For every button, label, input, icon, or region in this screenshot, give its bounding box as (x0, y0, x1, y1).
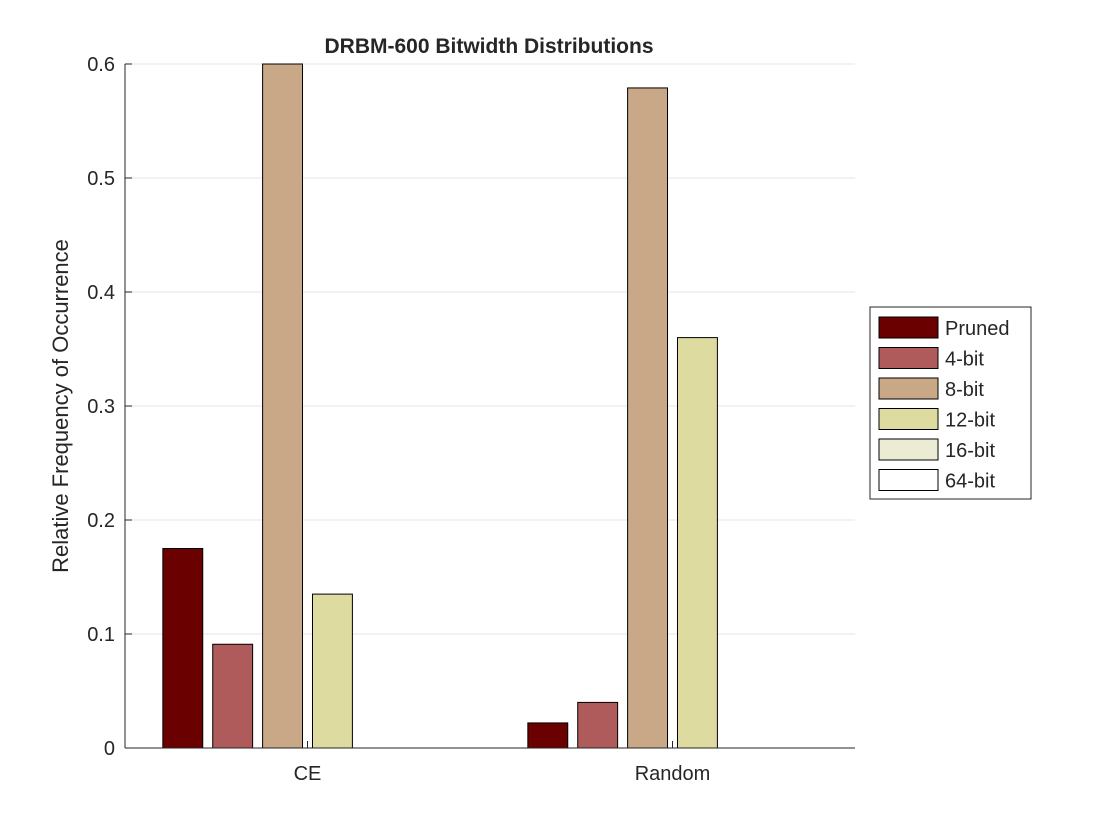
legend-swatch-64-bit (878, 469, 939, 491)
y-tick-label: 0.2 (87, 510, 115, 532)
bar-4-bit-random (577, 701, 619, 749)
bars (162, 63, 718, 749)
y-tick-label: 0.1 (87, 624, 115, 646)
legend-label: 12-bit (945, 410, 995, 432)
y-tick-label: 0.3 (87, 396, 115, 418)
axes: 0 0.1 0.2 0.3 0.4 0.5 0.6 CE Random (87, 54, 855, 785)
bar-8-bit-random (627, 87, 669, 749)
bar-pruned-random (527, 722, 569, 749)
y-axis-label: Relative Frequency of Occurrence (48, 239, 73, 573)
x-tick-label: CE (294, 763, 322, 785)
legend-label: 8-bit (945, 379, 984, 401)
chart-title: DRBM-600 Bitwidth Distributions (325, 35, 654, 58)
y-tick-label: 0.6 (87, 54, 115, 76)
bar-8-bit-ce (262, 63, 304, 749)
bar-4-bit-ce (212, 643, 254, 749)
legend-label: Pruned (945, 318, 1010, 340)
y-tick-label: 0 (104, 738, 115, 760)
legend-swatch-4-bit (878, 347, 939, 369)
legend-swatch-pruned (878, 316, 939, 339)
legend-swatch-12-bit (878, 408, 939, 430)
y-tick-label: 0.5 (87, 168, 115, 190)
legend-box (869, 306, 1032, 500)
bar-pruned-ce (162, 548, 204, 749)
legend-swatch-16-bit (878, 438, 939, 461)
legend: Pruned 4-bit 8-bit 12-bit 16-bit 64-bit (869, 306, 1032, 500)
bar-12-bit-random (676, 337, 718, 749)
bar-12-bit-ce (311, 593, 353, 749)
y-tick-label: 0.4 (87, 282, 115, 304)
legend-label: 16-bit (945, 440, 995, 462)
legend-swatch-8-bit (878, 377, 939, 400)
legend-label: 4-bit (945, 349, 984, 371)
x-tick-label: Random (635, 763, 711, 785)
legend-label: 64-bit (945, 471, 995, 493)
grid-lines (125, 63, 855, 635)
